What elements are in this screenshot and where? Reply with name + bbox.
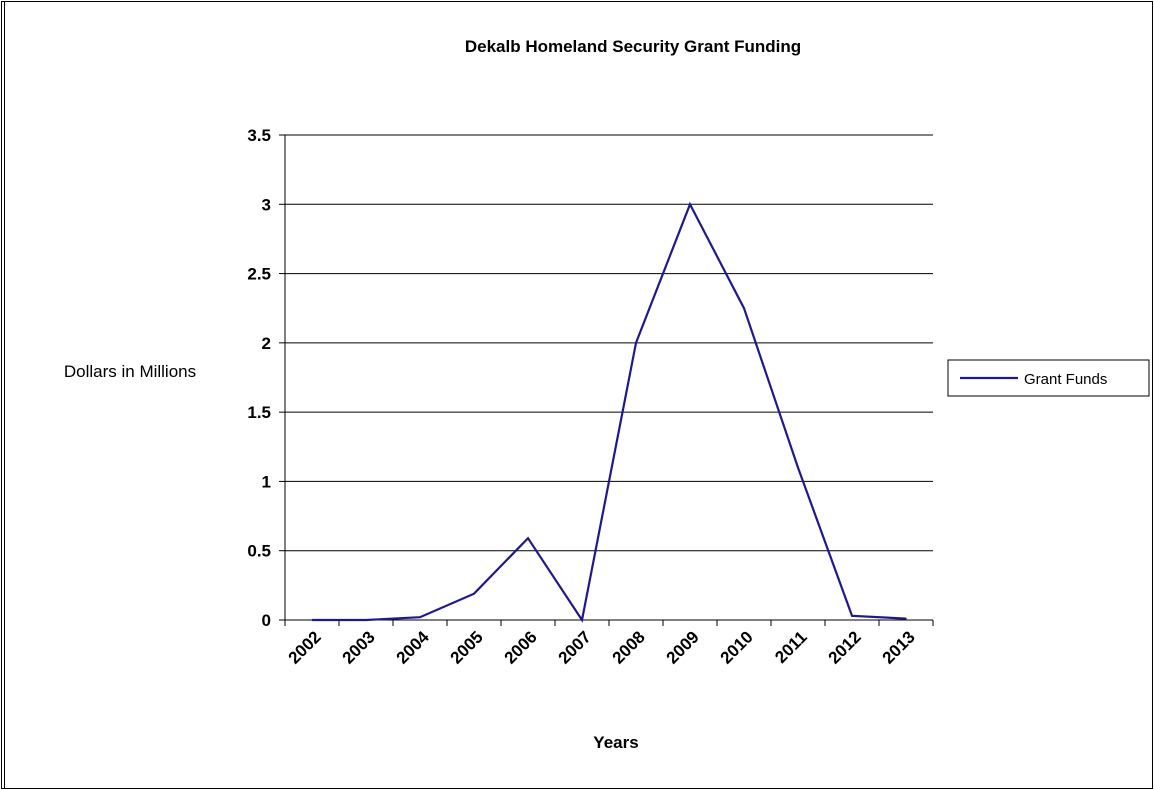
data-point bbox=[797, 466, 799, 469]
data-point bbox=[365, 619, 367, 621]
gridlines bbox=[285, 134, 933, 552]
data-point bbox=[581, 619, 583, 621]
axes bbox=[279, 134, 934, 626]
y-tick-label: 1.5 bbox=[247, 403, 271, 422]
y-tick-label: 2 bbox=[262, 334, 271, 353]
y-tick-label: 3.5 bbox=[247, 126, 271, 145]
x-axis-title: Years bbox=[593, 733, 638, 752]
data-point bbox=[689, 203, 691, 206]
series-line-grant-funds bbox=[312, 201, 907, 623]
y-tick-label: 0.5 bbox=[247, 542, 271, 561]
data-point bbox=[311, 619, 313, 621]
data-point bbox=[419, 616, 421, 619]
series-layer bbox=[311, 201, 907, 623]
y-tick-label: 0 bbox=[262, 611, 271, 630]
data-point bbox=[851, 615, 853, 617]
y-tick-label: 3 bbox=[262, 195, 271, 214]
y-tick-label: 1 bbox=[262, 472, 271, 491]
chart-title: Dekalb Homeland Security Grant Funding bbox=[465, 37, 801, 56]
data-point bbox=[635, 342, 637, 344]
y-tick-label: 2.5 bbox=[247, 265, 271, 284]
legend: Grant Funds bbox=[947, 359, 1150, 397]
data-point bbox=[527, 537, 529, 540]
y-tick-labels: 0 0.5 1 1.5 2 2.5 3 3.5 bbox=[247, 126, 271, 630]
data-point bbox=[905, 617, 907, 620]
data-point bbox=[743, 307, 745, 310]
y-axis-title: Dollars in Millions bbox=[64, 362, 196, 381]
data-point bbox=[473, 592, 475, 595]
legend-label-grant-funds: Grant Funds bbox=[1024, 371, 1107, 388]
